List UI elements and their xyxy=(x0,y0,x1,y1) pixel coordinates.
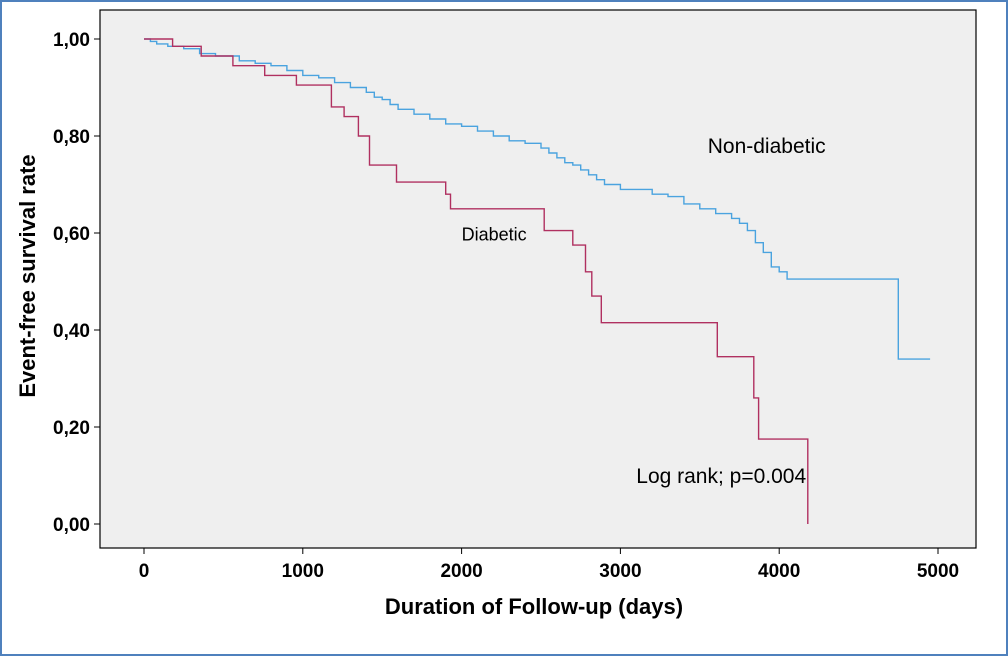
y-tick-label: 0,20 xyxy=(53,418,90,439)
y-axis-ticks: 0,00 0,20 0,40 0,60 0,80 1,00 xyxy=(53,30,100,536)
series-layer xyxy=(144,38,931,524)
series-line-diabetic xyxy=(144,38,809,524)
x-tick-label: 4000 xyxy=(758,561,800,582)
x-axis-ticks: 0 1000 2000 3000 4000 5000 xyxy=(139,548,959,582)
x-tick-label: 2000 xyxy=(440,561,482,582)
y-tick-label: 0,40 xyxy=(53,321,90,342)
y-tick-label: 0,00 xyxy=(53,515,90,536)
x-tick-label: 3000 xyxy=(599,561,641,582)
y-tick-label: 0,60 xyxy=(53,224,90,245)
series-labels: Non-diabetic Diabetic xyxy=(462,135,826,244)
y-tick-label: 0,80 xyxy=(53,127,90,148)
x-tick-label: 5000 xyxy=(917,561,959,582)
y-tick-label: 1,00 xyxy=(53,30,90,51)
x-tick-label: 0 xyxy=(139,561,150,582)
series-label-non-diabetic: Non-diabetic xyxy=(708,135,826,158)
series-line-non-diabetic xyxy=(144,38,931,360)
x-tick-label: 1000 xyxy=(282,561,324,582)
x-axis-title: Duration of Follow-up (days) xyxy=(385,594,683,619)
series-label-diabetic: Diabetic xyxy=(462,224,527,244)
log-rank-annotation: Log rank; p=0.004 xyxy=(636,465,806,488)
y-axis-title: Event-free survival rate xyxy=(15,154,40,397)
